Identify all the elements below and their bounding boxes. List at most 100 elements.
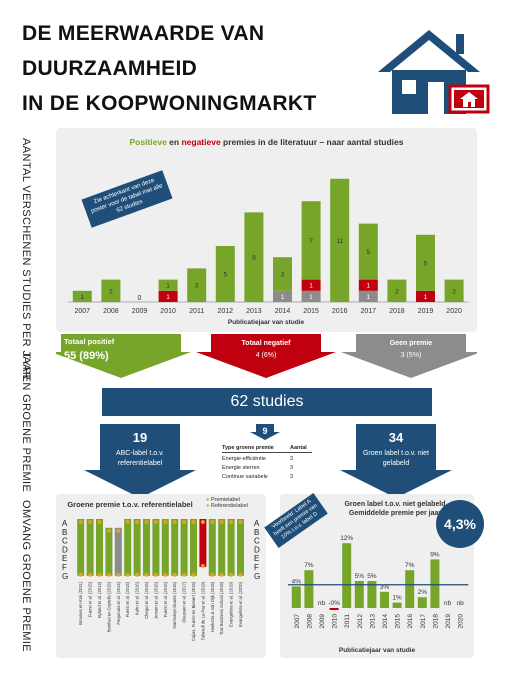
none-arrow bbox=[341, 334, 477, 378]
premium-label: nb bbox=[444, 600, 452, 607]
study-label: Fuerst et al. (2015) bbox=[88, 581, 93, 617]
bar-value-label: 1 bbox=[309, 283, 313, 290]
premium-label-dot bbox=[135, 520, 140, 524]
premium-label-dot bbox=[106, 528, 111, 533]
premium-label: 3% bbox=[380, 584, 390, 591]
label-range-bar bbox=[114, 527, 122, 576]
bar-value-label: 1 bbox=[309, 294, 313, 301]
bar-value-label: 1 bbox=[366, 294, 370, 301]
reference-label-dot bbox=[172, 572, 177, 577]
bar-value-label: 1 bbox=[366, 283, 370, 290]
label-range-bar bbox=[161, 519, 169, 576]
premium-bar bbox=[405, 570, 415, 608]
label-letter: E bbox=[254, 554, 259, 563]
house-logo-icon bbox=[378, 30, 490, 114]
negative-label: Totaal negatief bbox=[241, 340, 291, 347]
x-tick-label: 2019 bbox=[418, 308, 434, 315]
premium-label-dot bbox=[219, 520, 224, 524]
side-label-types: TYPEN GROENE PREMIE bbox=[20, 352, 32, 493]
x-tick-label: 2007 bbox=[294, 614, 301, 629]
reference-label-dot bbox=[106, 572, 111, 577]
abc-text: ABC-label t.o.v. referentielabel bbox=[115, 450, 165, 467]
summary-arrows bbox=[56, 334, 477, 378]
reference-label-dot bbox=[135, 572, 140, 577]
reference-label-dot bbox=[144, 572, 149, 577]
bar-segment bbox=[358, 223, 378, 280]
bar-segment bbox=[273, 257, 292, 291]
x-tick-label: 2011 bbox=[344, 614, 351, 628]
premium-bar bbox=[380, 591, 389, 608]
side-label-studies: AANTAL VERSCHENEN STUDIES PER JAAR bbox=[20, 138, 32, 381]
premium-label-dot bbox=[229, 520, 234, 524]
x-tick-label: 2014 bbox=[275, 308, 291, 315]
premium-label-dot bbox=[172, 520, 177, 524]
premium-bar bbox=[304, 570, 314, 608]
bar-value-label: 2 bbox=[452, 288, 456, 295]
label-letter: A bbox=[62, 519, 68, 528]
table-row: Continue variabele 3 bbox=[222, 474, 294, 480]
premium-bar bbox=[430, 559, 440, 608]
x-tick-label: 2008 bbox=[103, 308, 119, 315]
bar-segment bbox=[416, 290, 435, 302]
premium-label: 5% bbox=[355, 573, 365, 580]
bar-segment bbox=[301, 290, 321, 302]
x-tick-label: 2010 bbox=[332, 614, 339, 629]
study-label: Marmolejo-Duarte (2016) bbox=[172, 581, 177, 628]
premium-label: nb bbox=[456, 600, 464, 607]
study-label: Jensen et al. (2016) bbox=[153, 581, 158, 619]
bar-value-label: 7 bbox=[309, 238, 313, 245]
reference-label-dot bbox=[163, 572, 168, 577]
label-letter: D bbox=[254, 545, 260, 554]
bar-segment bbox=[158, 279, 178, 291]
premium-label-dot bbox=[200, 520, 205, 524]
premium-label: 7% bbox=[405, 562, 415, 569]
reference-label-dot bbox=[219, 572, 224, 577]
study-label: Evangelista et al. (2020) bbox=[238, 581, 243, 627]
positive-value: 55 (89%) bbox=[64, 350, 109, 362]
bar-value-label: 0 bbox=[138, 295, 142, 302]
premium-label: 9% bbox=[430, 551, 440, 558]
label-range-bar bbox=[133, 519, 141, 576]
x-tick-label: 2013 bbox=[369, 614, 376, 629]
reference-label-dot bbox=[229, 572, 234, 577]
reference-label-dot bbox=[153, 572, 158, 577]
bar-value-label: 5 bbox=[424, 260, 428, 267]
studies-per-year-chart: 1200722008020091120103201152012820131320… bbox=[68, 178, 469, 326]
side-label-size: OMVANG GROENE PREMIE bbox=[20, 500, 32, 653]
bar-value-label: 5 bbox=[366, 249, 370, 256]
page-title: DE MEERWAARDE VAN DUURZAAMHEID IN DE KOO… bbox=[22, 16, 316, 121]
label-range-bar bbox=[77, 519, 85, 576]
title-line-2: DUURZAAMHEID bbox=[22, 57, 198, 80]
premium-label-dot bbox=[97, 520, 102, 524]
none-value: 3 (5%) bbox=[400, 352, 422, 359]
label-range-bar bbox=[180, 519, 188, 576]
type-table-header-count: Aantal bbox=[290, 445, 307, 451]
total-studies-banner: 62 studies bbox=[102, 388, 432, 416]
bar-value-label: 8 bbox=[252, 255, 256, 262]
label-letter: F bbox=[62, 563, 67, 572]
premium-label-dot bbox=[116, 528, 121, 533]
bar-segment bbox=[444, 279, 464, 302]
bar-segment bbox=[273, 290, 292, 302]
x-tick-label: 2009 bbox=[319, 614, 326, 629]
x-tick-label: 2019 bbox=[445, 614, 452, 629]
premium-label-dot bbox=[238, 520, 243, 524]
bar-value-label: 1 bbox=[424, 294, 428, 301]
average-premium-badge: 4,3% bbox=[436, 500, 484, 548]
other-count: 9 bbox=[262, 426, 268, 436]
x-tick-label: 2015 bbox=[303, 308, 319, 315]
none-label: Geen premie bbox=[389, 340, 433, 347]
referentielabel-title: Groene premie t.o.v. referentielabel bbox=[67, 500, 193, 509]
x-tick-label: 2020 bbox=[446, 308, 462, 315]
reference-label-dot bbox=[182, 572, 187, 577]
label-letter: D bbox=[62, 545, 68, 554]
reference-legend-icon: ● bbox=[206, 503, 210, 509]
reference-label-dot bbox=[116, 572, 121, 577]
x-tick-label: 2015 bbox=[395, 614, 402, 629]
table-row: Energie-efficiëntie 3 bbox=[222, 456, 294, 462]
reference-label-dot bbox=[88, 572, 93, 577]
bar-segment bbox=[330, 178, 350, 302]
premium-label: 2% bbox=[418, 589, 428, 596]
premium-label: 4% bbox=[292, 578, 302, 585]
label-letter: G bbox=[254, 572, 260, 581]
